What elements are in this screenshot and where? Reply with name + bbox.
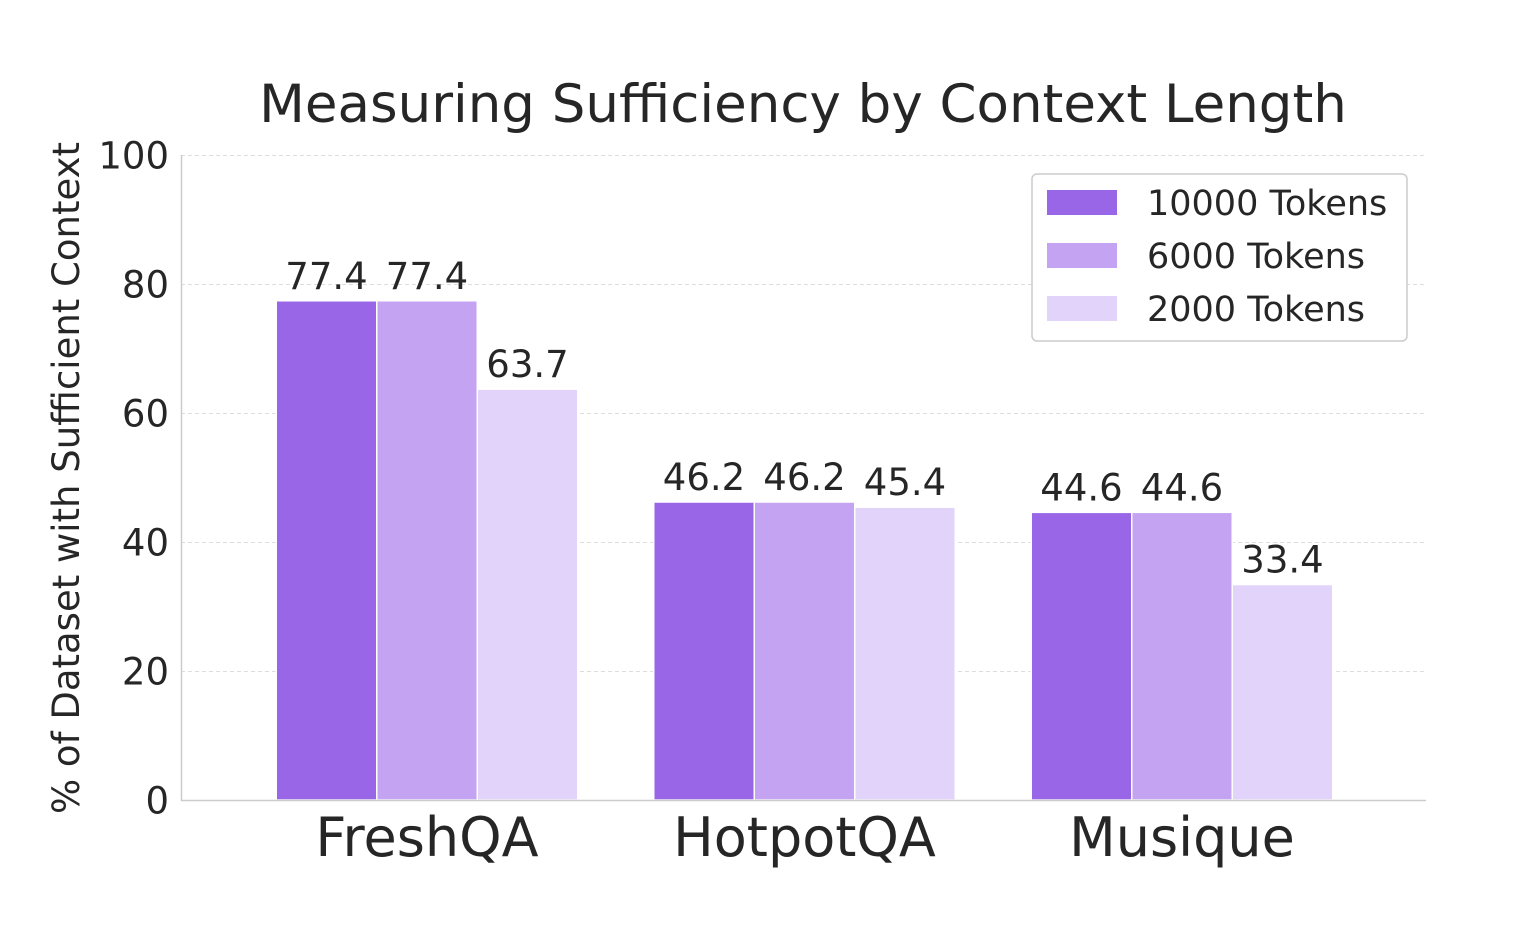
legend-label: 2000 Tokens bbox=[1147, 290, 1365, 330]
x-tick-label: Musique bbox=[1069, 806, 1295, 869]
bar bbox=[1030, 511, 1133, 801]
y-axis-ticks: 0 20 40 60 80 100 bbox=[98, 135, 169, 823]
y-tick-label: 60 bbox=[122, 393, 169, 436]
legend-swatch bbox=[1047, 296, 1117, 321]
legend-swatch bbox=[1047, 243, 1117, 268]
bar bbox=[275, 300, 378, 801]
legend: 10000 Tokens 6000 Tokens 2000 Tokens bbox=[1031, 173, 1408, 342]
bar bbox=[1131, 511, 1233, 801]
legend-swatch bbox=[1047, 190, 1117, 215]
x-tick-label: HotpotQA bbox=[673, 806, 936, 869]
bar bbox=[476, 388, 579, 801]
data-label: 77.4 bbox=[386, 255, 468, 298]
data-label: 45.4 bbox=[864, 461, 946, 504]
chart-title: Measuring Sufficiency by Context Length bbox=[259, 74, 1347, 135]
y-tick-label: 100 bbox=[98, 135, 169, 178]
y-tick-label: 20 bbox=[122, 651, 169, 694]
data-label: 46.2 bbox=[763, 456, 845, 499]
x-tick-label: FreshQA bbox=[315, 806, 538, 869]
data-label: 44.6 bbox=[1141, 466, 1223, 509]
x-axis-ticks: FreshQA HotpotQA Musique bbox=[315, 806, 1294, 869]
y-tick-label: 80 bbox=[122, 264, 169, 307]
bar bbox=[1231, 583, 1334, 801]
data-label: 77.4 bbox=[285, 255, 367, 298]
data-label: 46.2 bbox=[663, 456, 745, 499]
data-label: 63.7 bbox=[486, 343, 568, 386]
data-label: 33.4 bbox=[1241, 539, 1323, 582]
legend-label: 6000 Tokens bbox=[1147, 237, 1365, 277]
bar bbox=[376, 300, 478, 801]
bars bbox=[275, 300, 1334, 801]
y-axis-label: % of Dataset with Sufficient Context bbox=[45, 142, 88, 814]
y-tick-label: 0 bbox=[145, 780, 169, 823]
legend-label: 10000 Tokens bbox=[1147, 184, 1387, 224]
bar bbox=[753, 501, 856, 801]
data-labels: 77.4 77.4 63.7 46.2 46.2 45.4 44.6 44.6 33.4 bbox=[285, 255, 1323, 582]
bar bbox=[854, 506, 956, 801]
y-tick-label: 40 bbox=[122, 522, 169, 565]
data-label: 44.6 bbox=[1040, 466, 1122, 509]
bar bbox=[653, 501, 755, 801]
legend-frame bbox=[1031, 173, 1408, 342]
